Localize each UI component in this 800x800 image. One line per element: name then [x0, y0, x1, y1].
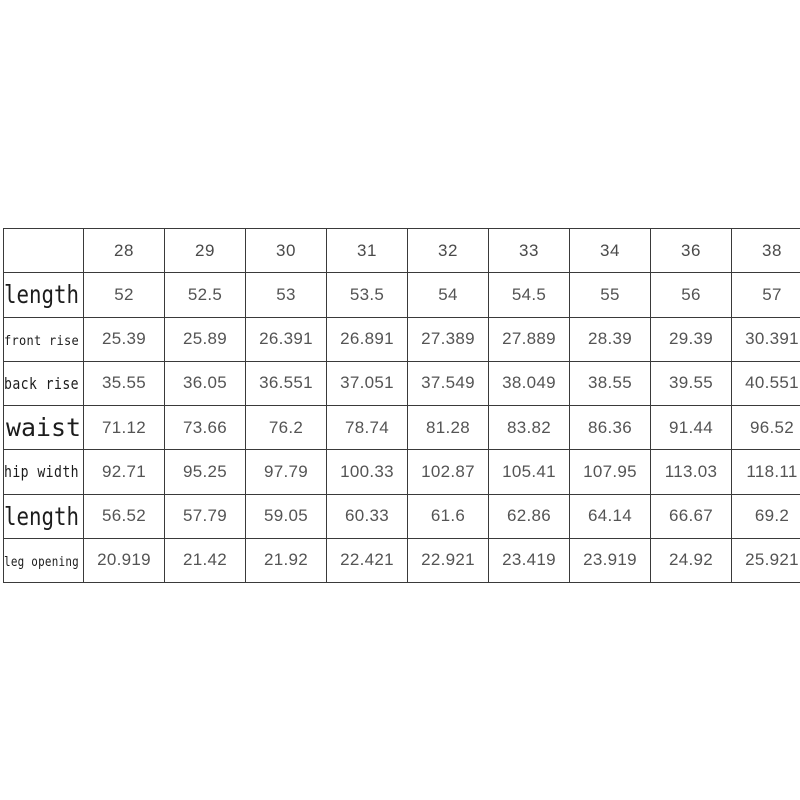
measurement-cell: 76.2 [245, 404, 327, 451]
measurement-cell: 97.79 [245, 449, 327, 495]
measurement-cell: 91.44 [650, 404, 732, 451]
measurement-cell: 29.39 [650, 316, 732, 362]
row-label-text: leg opening [4, 554, 79, 570]
size-header-cell: 28 [83, 227, 165, 274]
measurement-cell: 26.891 [326, 316, 408, 362]
measurement-cell: 102.87 [407, 449, 489, 495]
measurement-cell: 71.12 [83, 404, 165, 451]
row-label-text: hip width [4, 462, 79, 482]
table-row: length 56.52 57.79 59.05 60.33 61.6 62.86 64.14… [3, 493, 800, 539]
measurement-cell: 30.391 [731, 316, 800, 362]
measurement-cell: 66.67 [650, 493, 732, 539]
measurement-cell: 40.551 [731, 360, 800, 407]
measurement-cell: 24.92 [650, 537, 732, 584]
measurement-cell: 52 [83, 272, 165, 318]
measurement-cell: 23.419 [488, 537, 570, 584]
measurement-cell: 55 [569, 272, 651, 318]
measurement-cell: 28.39 [569, 316, 651, 362]
measurement-cell: 53.5 [326, 272, 408, 318]
measurement-cell: 23.919 [569, 537, 651, 584]
measurement-cell: 64.14 [569, 493, 651, 539]
measurement-cell: 25.921 [731, 537, 800, 584]
row-label-cell: length [3, 272, 84, 318]
measurement-cell: 27.889 [488, 316, 570, 362]
measurement-cell: 83.82 [488, 404, 570, 451]
measurement-cell: 22.421 [326, 537, 408, 584]
row-label-text: waist [5, 413, 81, 443]
measurement-cell: 54.5 [488, 272, 570, 318]
measurement-cell: 52.5 [164, 272, 246, 318]
measurement-cell: 36.551 [245, 360, 327, 407]
measurement-cell: 107.95 [569, 449, 651, 495]
measurement-cell: 100.33 [326, 449, 408, 495]
table-row: back rise 35.55 36.05 36.551 37.051 37.549 38.… [3, 360, 800, 407]
row-label-cell: length [3, 493, 84, 539]
measurement-cell: 26.391 [245, 316, 327, 362]
measurement-cell: 54 [407, 272, 489, 318]
measurement-cell: 60.33 [326, 493, 408, 539]
size-header-cell: 31 [326, 227, 408, 274]
size-header-cell: 30 [245, 227, 327, 274]
measurement-cell: 86.36 [569, 404, 651, 451]
table-row: hip width 92.71 95.25 97.79 100.33 102.87 105.… [3, 449, 800, 495]
measurement-cell: 25.39 [83, 316, 165, 362]
size-header-cell: 38 [731, 227, 800, 274]
row-label-cell: waist [3, 404, 84, 451]
measurement-cell: 36.05 [164, 360, 246, 407]
row-label-cell: front rise [3, 316, 84, 362]
size-chart-body: 28 29 30 31 32 33 34 36 38 length 52 52.5 53 53.5 54 54… [3, 227, 800, 584]
measurement-cell: 96.52 [731, 404, 800, 451]
measurement-cell: 118.11 [731, 449, 800, 495]
table-header-row: 28 29 30 31 32 33 34 36 38 [3, 227, 800, 274]
row-label-text: length [4, 501, 80, 531]
measurement-cell: 21.42 [164, 537, 246, 584]
measurement-cell: 81.28 [407, 404, 489, 451]
corner-cell [3, 227, 84, 274]
measurement-cell: 69.2 [731, 493, 800, 539]
size-chart-table: 28 29 30 31 32 33 34 36 38 length 52 52.5 53 53.5 54 54… [3, 227, 800, 584]
row-label-cell: leg opening [3, 537, 84, 584]
measurement-cell: 21.92 [245, 537, 327, 584]
measurement-cell: 105.41 [488, 449, 570, 495]
measurement-cell: 73.66 [164, 404, 246, 451]
measurement-cell: 27.389 [407, 316, 489, 362]
size-header-cell: 33 [488, 227, 570, 274]
row-label-text: length [4, 280, 80, 310]
measurement-cell: 78.74 [326, 404, 408, 451]
table-row: front rise 25.39 25.89 26.391 26.891 27.389 27… [3, 316, 800, 362]
measurement-cell: 38.049 [488, 360, 570, 407]
measurement-cell: 25.89 [164, 316, 246, 362]
size-header-cell: 36 [650, 227, 732, 274]
size-header-cell: 32 [407, 227, 489, 274]
measurement-cell: 57.79 [164, 493, 246, 539]
measurement-cell: 56.52 [83, 493, 165, 539]
measurement-cell: 92.71 [83, 449, 165, 495]
size-chart-container: 28 29 30 31 32 33 34 36 38 length 52 52.5 53 53.5 54 54… [3, 227, 800, 584]
measurement-cell: 53 [245, 272, 327, 318]
measurement-cell: 38.55 [569, 360, 651, 407]
measurement-cell: 56 [650, 272, 732, 318]
row-label-text: front rise [4, 333, 79, 349]
row-label-cell: back rise [3, 360, 84, 407]
measurement-cell: 95.25 [164, 449, 246, 495]
table-row: waist 71.12 73.66 76.2 78.74 81.28 83.82 86.36 9… [3, 404, 800, 451]
measurement-cell: 37.051 [326, 360, 408, 407]
measurement-cell: 59.05 [245, 493, 327, 539]
table-row: leg opening 20.919 21.42 21.92 22.421 22.921 2… [3, 537, 800, 584]
row-label-cell: hip width [3, 449, 84, 495]
measurement-cell: 61.6 [407, 493, 489, 539]
size-header-cell: 34 [569, 227, 651, 274]
size-header-cell: 29 [164, 227, 246, 274]
measurement-cell: 37.549 [407, 360, 489, 407]
measurement-cell: 20.919 [83, 537, 165, 584]
measurement-cell: 39.55 [650, 360, 732, 407]
measurement-cell: 113.03 [650, 449, 732, 495]
measurement-cell: 35.55 [83, 360, 165, 407]
table-row: length 52 52.5 53 53.5 54 54.5 55 56 57 [3, 272, 800, 318]
measurement-cell: 62.86 [488, 493, 570, 539]
measurement-cell: 22.921 [407, 537, 489, 584]
row-label-text: back rise [4, 373, 79, 393]
measurement-cell: 57 [731, 272, 800, 318]
